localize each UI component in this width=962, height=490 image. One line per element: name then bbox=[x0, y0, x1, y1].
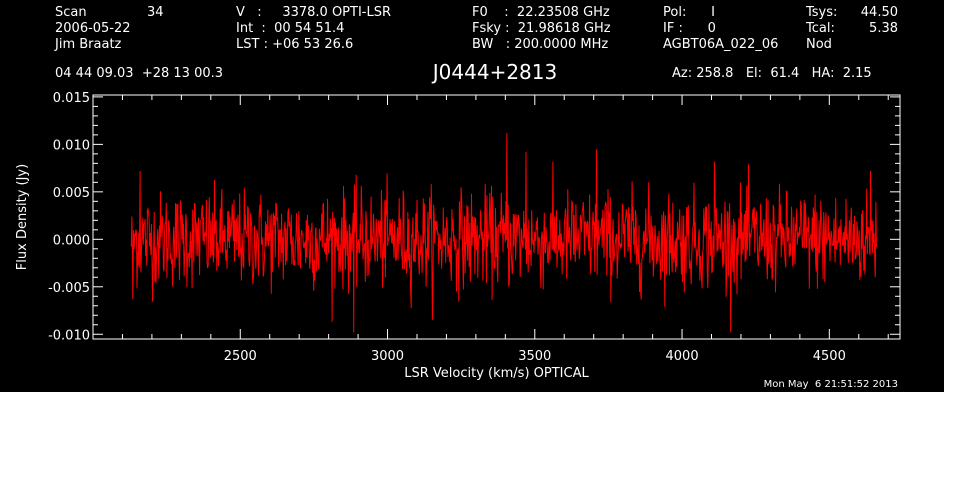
nod-label: Nod bbox=[806, 37, 832, 52]
tcal-value: 5.38 bbox=[869, 21, 898, 36]
plot-timestamp: Mon May 6 21:51:52 2013 bbox=[763, 379, 898, 390]
observation-date: 2006-05-22 bbox=[55, 21, 131, 36]
tsys-value: 44.50 bbox=[860, 5, 898, 20]
y-axis-title: Flux Density (Jy) bbox=[15, 164, 30, 270]
rest-frequency-info: F0 : 22.23508 GHz bbox=[472, 5, 610, 20]
velocity-info: V : 3378.0 OPTI-LSR bbox=[236, 5, 392, 20]
y-tick-label: 0.015 bbox=[53, 91, 90, 106]
bandwidth-info: BW : 200.0000 MHz bbox=[472, 37, 609, 52]
lst-info: LST : +06 53 26.6 bbox=[236, 37, 354, 52]
x-tick-label: 3000 bbox=[371, 349, 404, 364]
pointing-info: Az: 258.8 El: 61.4 HA: 2.15 bbox=[672, 66, 872, 81]
x-tick-label: 4000 bbox=[666, 349, 699, 364]
scan-number: 34 bbox=[147, 5, 164, 20]
spectrum-chart: -0.010 -0.005 0.000 0.005 0.010 0.015 2500 3000… bbox=[15, 91, 901, 381]
tcal-label: Tcal: bbox=[806, 21, 835, 36]
x-tick-label: 2500 bbox=[224, 349, 257, 364]
sky-frequency-info: Fsky : 21.98618 GHz bbox=[472, 21, 611, 36]
scan-label: Scan bbox=[55, 5, 87, 20]
y-tick-label: 0.000 bbox=[53, 233, 90, 248]
y-tick-label: -0.010 bbox=[48, 328, 90, 343]
integration-info: Int : 00 54 51.4 bbox=[236, 21, 345, 36]
source-coordinates: 04 44 09.03 +28 13 00.3 bbox=[55, 66, 224, 81]
tsys-label: Tsys: bbox=[806, 5, 838, 20]
spectrum-trace bbox=[130, 132, 877, 333]
x-tick-label: 4500 bbox=[813, 349, 846, 364]
polarization-info: Pol: I bbox=[663, 5, 715, 20]
y-tick-label: 0.010 bbox=[53, 138, 90, 153]
if-info: IF : 0 bbox=[663, 21, 716, 36]
observer-name: Jim Braatz bbox=[55, 37, 122, 52]
plot-title: J0444+2813 bbox=[432, 60, 558, 84]
y-tick-label: -0.005 bbox=[48, 281, 90, 296]
project-id: AGBT06A_022_06 bbox=[663, 37, 779, 52]
plot-frame bbox=[92, 94, 901, 340]
y-tick-label: 0.005 bbox=[53, 186, 90, 201]
x-tick-label: 3500 bbox=[518, 349, 551, 364]
x-axis-title: LSR Velocity (km/s) OPTICAL bbox=[404, 366, 589, 381]
spectrum-panel: Scan 34 2006-05-22 Jim Braatz V : 3378.0… bbox=[0, 0, 944, 392]
